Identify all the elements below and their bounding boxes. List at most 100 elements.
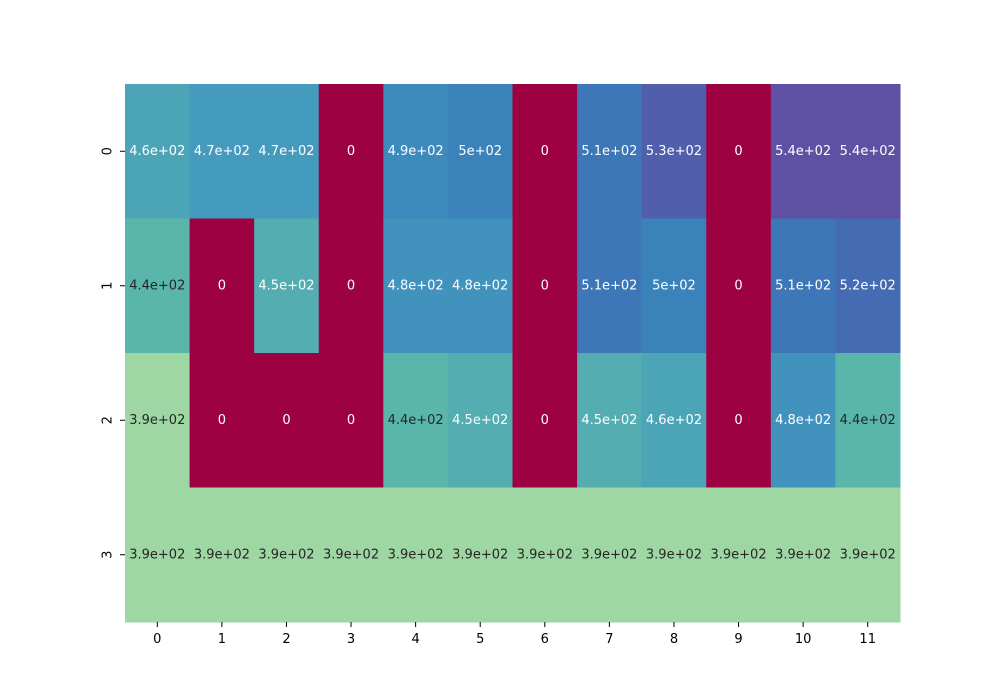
cell-label-r1-c1: 0 [218, 278, 226, 293]
heatmap-cell-r3-c0 [125, 487, 191, 623]
heatmap-cell-labels: 4.6e+02 4.7e+02 4.7e+02 0 4.9e+02 5e+02 0 5.1e+… [129, 144, 896, 563]
cell-label-r0-c5: 5e+02 [458, 144, 502, 159]
x-tick-label-3: 3 [347, 632, 355, 647]
cell-label-r3-c9: 3.9e+02 [710, 547, 766, 562]
heatmap-cell-r0-c8 [641, 84, 707, 219]
heatmap-cell-r2-c8 [641, 353, 707, 488]
heatmap-cell-r2-c7 [577, 353, 643, 488]
x-tick-label-10: 10 [795, 632, 812, 647]
x-tick-label-0: 0 [153, 632, 161, 647]
heatmap-cell-r3-c11 [835, 487, 901, 623]
heatmap-cell-r2-c4 [383, 353, 449, 488]
cell-label-r0-c4: 4.9e+02 [388, 144, 444, 159]
cell-label-r3-c5: 3.9e+02 [452, 547, 508, 562]
heatmap-cell-r0-c4 [383, 84, 449, 219]
heatmap-cell-r2-c2 [254, 353, 320, 488]
heatmap-cell-r3-c3 [318, 487, 384, 623]
heatmap-cell-r2-c10 [770, 353, 836, 488]
heatmap-cell-r3-c4 [383, 487, 449, 623]
heatmap-cell-r2-c0 [125, 353, 191, 488]
cell-label-r0-c3: 0 [347, 144, 355, 159]
cell-label-r3-c10: 3.9e+02 [775, 547, 831, 562]
x-tick-label-2: 2 [282, 632, 290, 647]
cell-label-r2-c3: 0 [347, 413, 355, 428]
heatmap-cell-r2-c9 [706, 353, 772, 488]
heatmap-cell-r1-c0 [125, 218, 191, 354]
cell-label-r0-c9: 0 [734, 144, 742, 159]
heatmap-cell-r1-c1 [189, 218, 255, 354]
cell-label-r1-c10: 5.1e+02 [775, 278, 831, 293]
heatmap-cell-r0-c3 [318, 84, 384, 219]
y-tick-label-3: 3 [101, 551, 116, 559]
heatmap-cell-r0-c2 [254, 84, 320, 219]
cell-label-r0-c10: 5.4e+02 [775, 144, 831, 159]
heatmap-cell-r1-c8 [641, 218, 707, 354]
cell-label-r1-c8: 5e+02 [652, 278, 696, 293]
heatmap-cell-r1-c7 [577, 218, 643, 354]
x-tick-label-7: 7 [605, 632, 613, 647]
cell-label-r3-c6: 3.9e+02 [517, 547, 573, 562]
cell-label-r3-c0: 3.9e+02 [129, 547, 185, 562]
cell-label-r2-c4: 4.4e+02 [388, 413, 444, 428]
cell-label-r2-c2: 0 [282, 413, 290, 428]
y-axis: 0 1 2 3 [101, 147, 125, 559]
cell-label-r3-c8: 3.9e+02 [646, 547, 702, 562]
y-tick-label-0: 0 [101, 147, 116, 155]
cell-label-r2-c1: 0 [218, 413, 226, 428]
x-tick-label-5: 5 [476, 632, 484, 647]
cell-label-r1-c7: 5.1e+02 [581, 278, 637, 293]
heatmap-cell-r0-c9 [706, 84, 772, 219]
heatmap-cell-r3-c2 [254, 487, 320, 623]
cell-label-r0-c8: 5.3e+02 [646, 144, 702, 159]
cell-label-r0-c0: 4.6e+02 [129, 144, 185, 159]
cell-label-r0-c11: 5.4e+02 [840, 144, 896, 159]
heatmap-cell-r2-c3 [318, 353, 384, 488]
heatmap-cell-r3-c5 [447, 487, 513, 623]
x-tick-label-4: 4 [411, 632, 419, 647]
heatmap-cell-r1-c10 [770, 218, 836, 354]
cell-label-r2-c7: 4.5e+02 [581, 413, 637, 428]
heatmap-cell-r3-c10 [770, 487, 836, 623]
heatmap-cell-r0-c0 [125, 84, 191, 219]
cell-label-r0-c2: 4.7e+02 [258, 144, 314, 159]
heatmap-cell-r0-c10 [770, 84, 836, 219]
cell-label-r1-c11: 5.2e+02 [840, 278, 896, 293]
cell-label-r0-c6: 0 [541, 144, 549, 159]
cell-label-r3-c11: 3.9e+02 [840, 547, 896, 562]
heatmap-cells [125, 84, 901, 623]
cell-label-r1-c3: 0 [347, 278, 355, 293]
heatmap-cell-r1-c4 [383, 218, 449, 354]
cell-label-r2-c0: 3.9e+02 [129, 413, 185, 428]
cell-label-r3-c4: 3.9e+02 [388, 547, 444, 562]
heatmap-cell-r3-c7 [577, 487, 643, 623]
cell-label-r0-c1: 4.7e+02 [194, 144, 250, 159]
y-tick-label-1: 1 [101, 282, 116, 290]
cell-label-r2-c8: 4.6e+02 [646, 413, 702, 428]
x-tick-label-11: 11 [859, 632, 876, 647]
heatmap-cell-r1-c3 [318, 218, 384, 354]
heatmap-cell-r2-c11 [835, 353, 901, 488]
heatmap-cell-r3-c9 [706, 487, 772, 623]
heatmap-cell-r0-c6 [512, 84, 578, 219]
heatmap-cell-r2-c6 [512, 353, 578, 488]
cell-label-r1-c0: 4.4e+02 [129, 278, 185, 293]
x-tick-label-1: 1 [218, 632, 226, 647]
heatmap-cell-r0-c7 [577, 84, 643, 219]
cell-label-r2-c11: 4.4e+02 [840, 413, 896, 428]
heatmap-cell-r1-c9 [706, 218, 772, 354]
heatmap-cell-r0-c5 [447, 84, 513, 219]
x-axis: 0 1 2 3 4 5 6 7 8 9 10 11 [153, 622, 876, 647]
cell-label-r2-c9: 0 [734, 413, 742, 428]
heatmap-cell-r3-c8 [641, 487, 707, 623]
cell-label-r1-c4: 4.8e+02 [388, 278, 444, 293]
cell-label-r1-c5: 4.8e+02 [452, 278, 508, 293]
heatmap-cell-r3-c1 [189, 487, 255, 623]
heatmap-cell-r2-c1 [189, 353, 255, 488]
cell-label-r3-c3: 3.9e+02 [323, 547, 379, 562]
cell-label-r3-c1: 3.9e+02 [194, 547, 250, 562]
heatmap-cell-r0-c11 [835, 84, 901, 219]
heatmap-cell-r2-c5 [447, 353, 513, 488]
cell-label-r2-c5: 4.5e+02 [452, 413, 508, 428]
cell-label-r2-c10: 4.8e+02 [775, 413, 831, 428]
heatmap-cell-r1-c11 [835, 218, 901, 354]
